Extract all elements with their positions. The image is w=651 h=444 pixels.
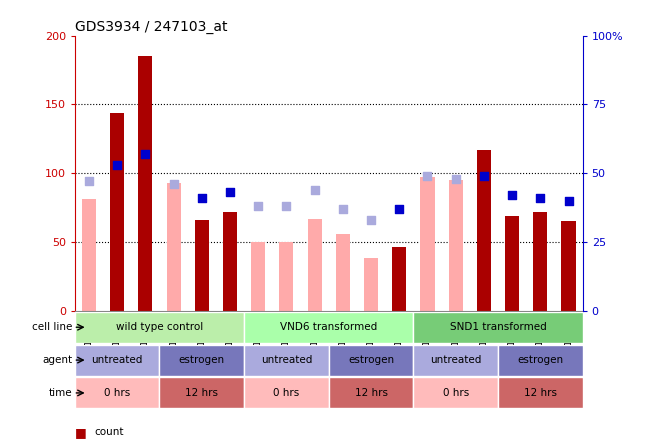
Point (253, 202, 264, 210)
Bar (533, 212, 547, 311)
Bar (498, 377, 583, 408)
Point (450, 175, 461, 182)
Bar (159, 345, 244, 376)
Bar (392, 247, 406, 311)
Point (169, 181, 179, 188)
Text: 12 hrs: 12 hrs (186, 388, 218, 398)
Bar (244, 377, 329, 408)
Bar (413, 345, 498, 376)
Point (366, 216, 376, 223)
Point (535, 194, 546, 202)
Text: SND1 transformed: SND1 transformed (450, 322, 546, 332)
Text: untreated: untreated (92, 355, 143, 365)
Point (422, 172, 433, 179)
Point (84, 178, 94, 185)
Text: agent: agent (42, 355, 72, 365)
Text: 0 hrs: 0 hrs (273, 388, 299, 398)
Bar (279, 242, 294, 311)
Bar (421, 177, 435, 311)
Point (507, 192, 518, 199)
Bar (307, 218, 322, 311)
Bar (75, 312, 244, 343)
Bar (413, 377, 498, 408)
Point (338, 206, 348, 213)
Bar (244, 345, 329, 376)
Bar (82, 199, 96, 311)
Bar (336, 234, 350, 311)
Point (197, 194, 207, 202)
Point (394, 206, 404, 213)
Bar (223, 212, 237, 311)
Text: time: time (48, 388, 72, 398)
Bar (75, 377, 159, 408)
Point (563, 197, 574, 204)
Text: 0 hrs: 0 hrs (104, 388, 130, 398)
Text: GDS3934 / 247103_at: GDS3934 / 247103_at (75, 20, 227, 35)
Text: ■: ■ (75, 426, 87, 439)
Text: estrogen: estrogen (518, 355, 563, 365)
Bar (244, 312, 413, 343)
Point (478, 172, 489, 179)
Bar (167, 183, 181, 311)
Bar (329, 345, 413, 376)
Bar (498, 345, 583, 376)
Text: 0 hrs: 0 hrs (443, 388, 469, 398)
Text: estrogen: estrogen (179, 355, 225, 365)
Text: count: count (94, 428, 124, 437)
Bar (413, 312, 583, 343)
Text: untreated: untreated (430, 355, 481, 365)
Bar (561, 221, 575, 311)
Bar (477, 150, 491, 311)
Text: 12 hrs: 12 hrs (355, 388, 387, 398)
Point (281, 202, 292, 210)
Bar (195, 220, 209, 311)
Bar (110, 113, 124, 311)
Text: 12 hrs: 12 hrs (524, 388, 557, 398)
Bar (75, 345, 159, 376)
Bar (139, 56, 152, 311)
Bar (251, 242, 266, 311)
Text: cell line: cell line (32, 322, 72, 332)
Bar (449, 180, 463, 311)
Point (225, 189, 235, 196)
Point (140, 151, 150, 158)
Text: VND6 transformed: VND6 transformed (280, 322, 378, 332)
Point (112, 161, 122, 168)
Bar (364, 258, 378, 311)
Text: untreated: untreated (261, 355, 312, 365)
Bar (159, 377, 244, 408)
Point (309, 186, 320, 193)
Bar (505, 216, 519, 311)
Text: wild type control: wild type control (116, 322, 203, 332)
Text: estrogen: estrogen (348, 355, 394, 365)
Bar (329, 377, 413, 408)
